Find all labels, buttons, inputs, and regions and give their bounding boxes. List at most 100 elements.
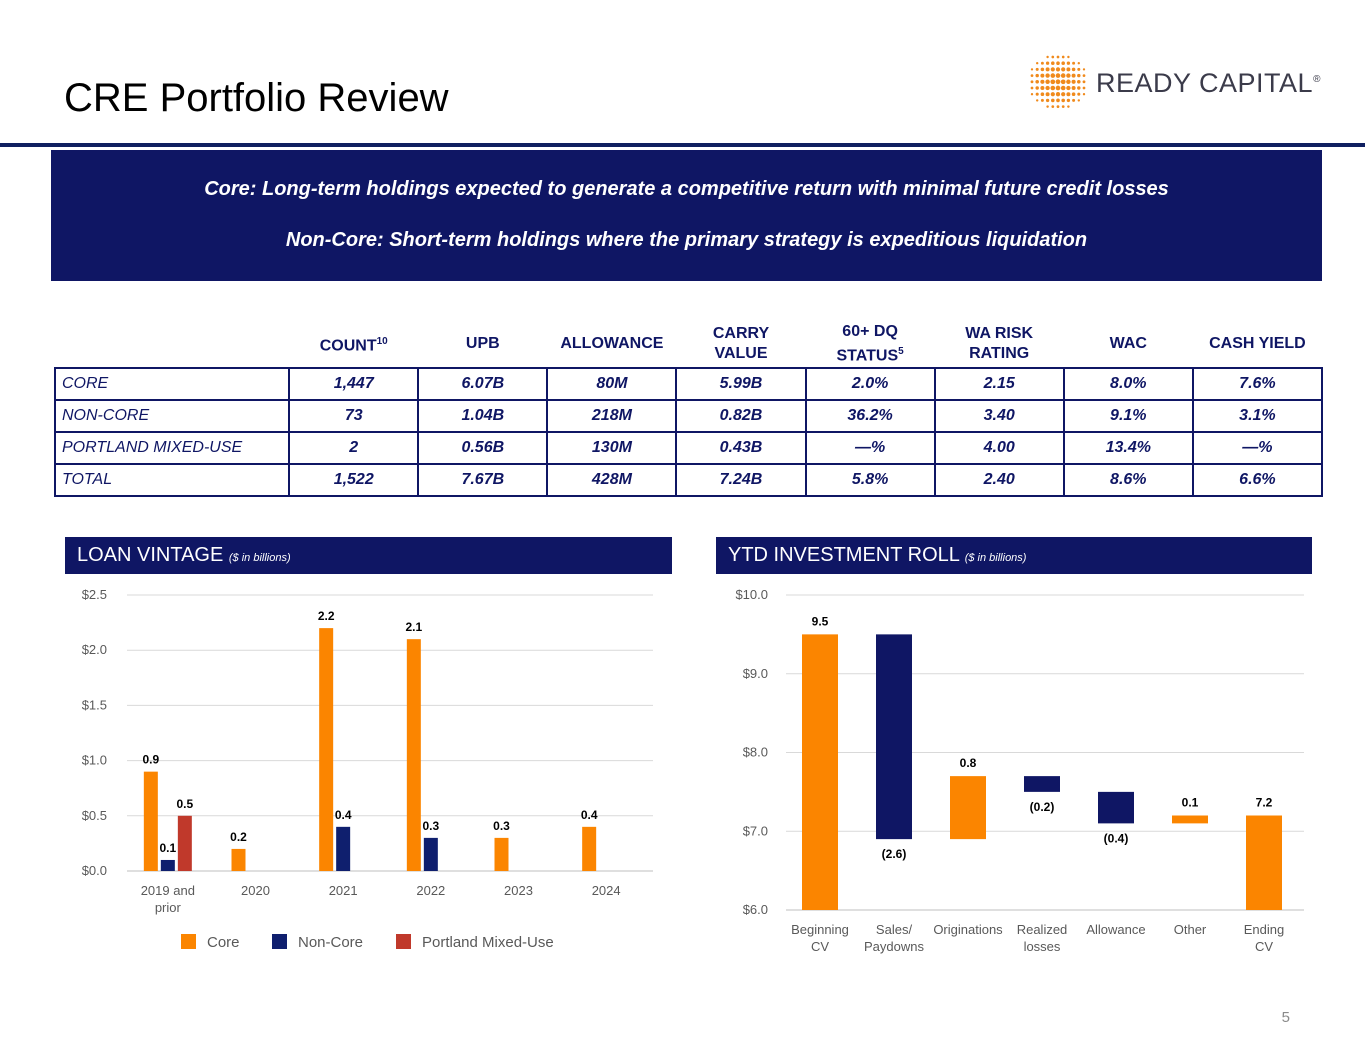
logo-dot: [1030, 80, 1034, 84]
waterfall-bar: [1172, 815, 1208, 824]
bar-core: [582, 826, 597, 871]
data-label: (2.6): [882, 847, 907, 861]
logo-dot: [1050, 92, 1055, 97]
data-label: 0.8: [960, 756, 977, 770]
logo-dot: [1082, 74, 1086, 77]
x-tick-label: 2019 and: [141, 883, 195, 898]
loan-vintage-title: LOAN VINTAGE: [77, 544, 224, 566]
bar-non-core: [336, 826, 351, 871]
y-tick-label: $10.0: [735, 587, 768, 602]
table-cell: 5.99B: [675, 367, 807, 401]
data-label: 0.1: [159, 841, 176, 855]
logo-dot: [1061, 92, 1066, 97]
column-header: WA RISK RATING: [965, 325, 1034, 362]
data-label: 0.3: [493, 819, 510, 833]
waterfall-bar: [1024, 776, 1060, 792]
table-cell: 9.1%: [1062, 399, 1194, 433]
logo-dot: [1040, 67, 1045, 72]
logo-dot: [1045, 73, 1050, 78]
loan-vintage-header: LOAN VINTAGE ($ in billions): [65, 537, 672, 574]
logo-dot: [1035, 99, 1039, 102]
legend-label: Non-Core: [298, 934, 363, 951]
data-label: (0.2): [1030, 800, 1055, 814]
logo-dot: [1056, 55, 1060, 59]
logo-dot: [1030, 86, 1034, 90]
data-label: 0.1: [1182, 796, 1199, 810]
row-label: PORTLAND MIXED-USE: [53, 431, 291, 465]
logo-dot: [1066, 79, 1071, 85]
bar-non-core: [160, 859, 175, 871]
logo-dot: [1061, 55, 1065, 59]
logo-dot: [1051, 98, 1055, 103]
ready-capital-logo: READY CAPITAL®: [1028, 54, 1320, 114]
logo-dot: [1061, 105, 1065, 108]
x-tick-label: prior: [155, 900, 182, 915]
column-header: 60+ DQ STATUS5: [836, 322, 904, 365]
table-cell: 3.40: [933, 399, 1065, 433]
portfolio-metrics-table: COUNT10 UPB ALLOWANCE CARRY VALUE 60+ DQ…: [53, 321, 1324, 497]
investment-roll-chart: $6.0 $7.0 $8.0 $9.0 $10.0 9.5 Beginning CV (2.6)…: [735, 587, 1304, 954]
logo-dot: [1071, 92, 1076, 96]
column-header: CARRY VALUE: [712, 325, 770, 362]
logo-dot: [1072, 61, 1076, 65]
legend-swatch: [396, 934, 411, 949]
logo-dot: [1040, 61, 1044, 65]
logo-dot: [1061, 61, 1065, 65]
table-cell: 7.6%: [1191, 367, 1324, 401]
legend-swatch: [181, 934, 196, 949]
x-tick-label: Ending: [1244, 922, 1284, 937]
logo-dot: [1051, 61, 1055, 65]
x-tick-label: losses: [1024, 939, 1061, 954]
logo-dot: [1035, 92, 1039, 96]
x-tick-label: 2023: [504, 883, 533, 898]
logo-dot: [1035, 73, 1039, 78]
y-tick-label: $6.0: [743, 902, 768, 917]
table-cell: 3.1%: [1191, 399, 1324, 433]
logo-dot: [1051, 55, 1055, 59]
logo-dot: [1071, 79, 1076, 84]
logo-dot: [1036, 62, 1039, 65]
table-row: NON-CORE 73 1.04B 218M 0.82B 36.2% 3.40 9.1% 3.1…: [53, 399, 1324, 433]
logo-dot: [1055, 67, 1061, 72]
logo-dot: [1050, 79, 1056, 85]
loan-vintage-chart: $0.0 $0.5 $1.0 $1.5 $2.0 $2.5 0.9 0.1 0.5 2019 an…: [82, 587, 653, 951]
logo-dot: [1046, 55, 1049, 59]
y-tick-label: $2.0: [82, 642, 107, 657]
investment-roll-subtitle: ($ in billions): [964, 552, 1027, 564]
non-core-definition: Non-Core: Short-term holdings where the …: [285, 229, 1088, 251]
x-tick-label: 2024: [592, 883, 621, 898]
logo-dot: [1045, 79, 1050, 85]
logo-dot: [1051, 105, 1055, 108]
logo-dot: [1035, 67, 1039, 71]
logo-dot: [1071, 86, 1076, 90]
logo-dot: [1082, 86, 1086, 90]
logo-dot: [1060, 85, 1066, 91]
logo-dot: [1050, 67, 1055, 72]
logo-dot: [1056, 98, 1060, 103]
x-tick-label: 2020: [241, 883, 270, 898]
logo-dot: [1060, 79, 1066, 85]
table-cell: 2.15: [933, 367, 1065, 401]
x-tick-label: CV: [811, 939, 829, 954]
table-cell: 2: [288, 431, 420, 465]
logo-dot: [1060, 73, 1066, 78]
bar-core: [143, 771, 158, 871]
table-cell: 218M: [546, 399, 678, 433]
logo-dot: [1045, 85, 1050, 91]
logo-dot: [1030, 68, 1034, 71]
page-title: CRE Portfolio Review: [64, 76, 449, 120]
page-number: 5: [1281, 1009, 1290, 1026]
waterfall-bar: [1098, 791, 1134, 824]
x-tick-label: Realized: [1017, 922, 1068, 937]
legend-swatch: [272, 934, 287, 949]
y-tick-label: $1.5: [82, 697, 107, 712]
x-tick-label: CV: [1255, 939, 1273, 954]
loan-vintage-subtitle: ($ in billions): [228, 552, 291, 564]
column-header: ALLOWANCE: [560, 335, 664, 352]
table-cell: 2.0%: [804, 367, 936, 401]
table-cell: 0.43B: [675, 431, 807, 465]
logo-dot: [1055, 73, 1061, 78]
table-cell: 8.6%: [1062, 463, 1194, 497]
logo-dot: [1045, 61, 1050, 65]
logo-dot: [1077, 86, 1081, 90]
